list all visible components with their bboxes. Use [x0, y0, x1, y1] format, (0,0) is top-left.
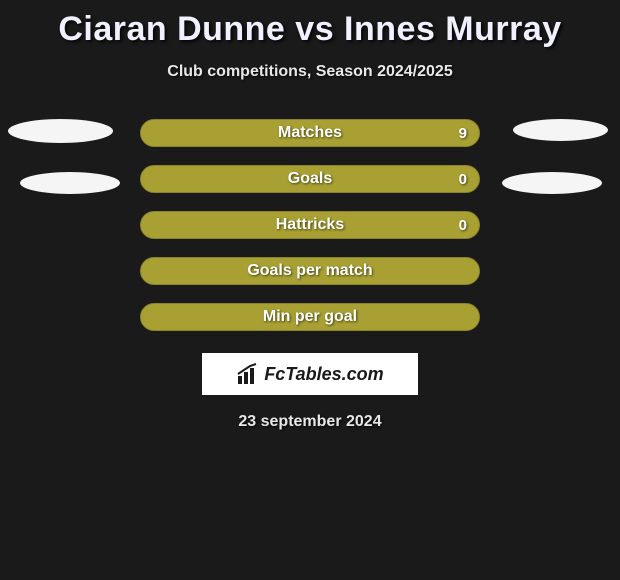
- bar-hattricks: Hattricks 0: [140, 211, 480, 239]
- bar-matches: Matches 9: [140, 119, 480, 147]
- logo-box: FcTables.com: [202, 353, 418, 395]
- bar-label: Goals: [288, 170, 332, 188]
- bar-value: 9: [459, 125, 467, 142]
- chart-icon: [236, 362, 260, 386]
- page-title: Ciaran Dunne vs Innes Murray: [0, 0, 620, 49]
- bar-min-per-goal: Min per goal: [140, 303, 480, 331]
- chart-area: Matches 9 Goals 0 Hattricks 0 Goals per …: [0, 119, 620, 331]
- bar-label: Matches: [278, 124, 342, 142]
- ellipse-right-1: [513, 119, 608, 141]
- bars-container: Matches 9 Goals 0 Hattricks 0 Goals per …: [140, 119, 480, 331]
- bar-label: Min per goal: [263, 308, 357, 326]
- bar-label: Hattricks: [276, 216, 344, 234]
- bar-goals-per-match: Goals per match: [140, 257, 480, 285]
- bar-value: 0: [459, 217, 467, 234]
- subtitle: Club competitions, Season 2024/2025: [0, 63, 620, 81]
- date-text: 23 september 2024: [0, 413, 620, 431]
- logo-text: FcTables.com: [264, 364, 383, 385]
- ellipse-left-2: [20, 172, 120, 194]
- ellipse-left-1: [8, 119, 113, 143]
- bar-label: Goals per match: [247, 262, 372, 280]
- bar-goals: Goals 0: [140, 165, 480, 193]
- bar-value: 0: [459, 171, 467, 188]
- ellipse-right-2: [502, 172, 602, 194]
